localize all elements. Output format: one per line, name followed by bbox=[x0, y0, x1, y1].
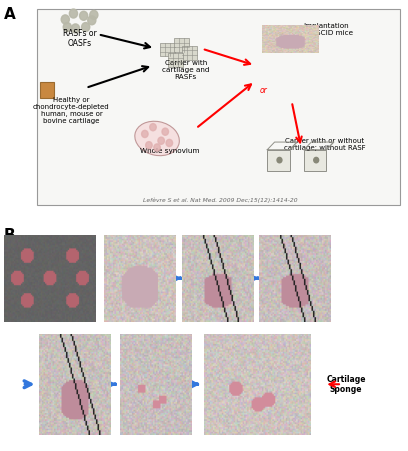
Bar bbox=[267, 150, 290, 171]
Circle shape bbox=[146, 142, 152, 149]
Bar bbox=[37, 9, 400, 205]
Circle shape bbox=[158, 137, 164, 144]
Bar bbox=[304, 150, 326, 171]
Circle shape bbox=[82, 23, 90, 32]
Text: Healthy or
chondrocyte-depleted
human, mouse or
bovine cartilage: Healthy or chondrocyte-depleted human, m… bbox=[33, 97, 110, 124]
Text: Carrier with or without
cartilage; without RASF: Carrier with or without cartilage; witho… bbox=[284, 138, 365, 151]
Text: Cartilage
Sponge: Cartilage Sponge bbox=[326, 374, 366, 394]
Bar bbox=[40, 82, 54, 98]
Circle shape bbox=[150, 124, 156, 131]
Text: A: A bbox=[4, 7, 16, 22]
Circle shape bbox=[88, 16, 96, 25]
Text: Lefèvre S et al. Nat Med. 2009 Dec;15(12):1414-20: Lefèvre S et al. Nat Med. 2009 Dec;15(12… bbox=[143, 197, 297, 202]
Circle shape bbox=[314, 157, 319, 163]
Circle shape bbox=[142, 130, 148, 138]
Ellipse shape bbox=[135, 121, 180, 156]
Text: or: or bbox=[259, 86, 267, 95]
Text: Whole synovium: Whole synovium bbox=[140, 148, 199, 154]
Bar bbox=[174, 38, 189, 52]
Text: Cartilage
Sponge
Cell: Cartilage Sponge Cell bbox=[208, 375, 247, 405]
Circle shape bbox=[63, 23, 71, 32]
Bar bbox=[168, 53, 183, 67]
Bar bbox=[182, 46, 197, 60]
Text: Carrier with
cartilage and
RASFs: Carrier with cartilage and RASFs bbox=[162, 60, 209, 80]
Circle shape bbox=[61, 15, 69, 24]
Circle shape bbox=[166, 139, 173, 147]
Bar bbox=[160, 43, 175, 56]
Circle shape bbox=[80, 11, 88, 20]
Circle shape bbox=[277, 157, 282, 163]
Text: Implantation
into SCID mice: Implantation into SCID mice bbox=[300, 23, 353, 36]
Circle shape bbox=[90, 10, 98, 19]
Circle shape bbox=[154, 144, 160, 151]
Circle shape bbox=[162, 128, 169, 135]
Text: B: B bbox=[4, 228, 16, 243]
Circle shape bbox=[71, 24, 80, 33]
Text: RASFs or
OASFs: RASFs or OASFs bbox=[63, 28, 96, 48]
Circle shape bbox=[69, 9, 78, 18]
